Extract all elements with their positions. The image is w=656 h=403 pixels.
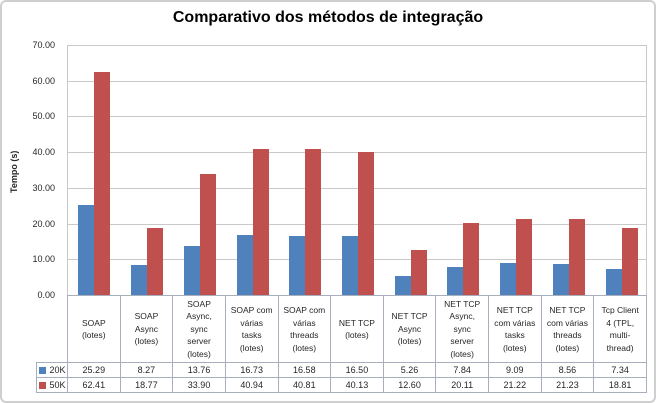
category-header: NET TCP Async (lotes) xyxy=(382,295,437,363)
table-value-cell: 9.09 xyxy=(488,362,542,378)
bar-50k xyxy=(568,219,585,295)
bar-20k xyxy=(131,265,148,295)
y-tick-label: 10.00 xyxy=(32,254,55,265)
table-value-cell: 62.41 xyxy=(67,377,121,393)
bar-20k xyxy=(552,264,569,295)
bar-20k xyxy=(78,204,95,295)
y-tick-label: 50.00 xyxy=(32,111,55,122)
table-value-cell: 7.84 xyxy=(435,362,489,378)
y-tick-label: 30.00 xyxy=(32,182,55,193)
category-header: SOAP (lotes) xyxy=(67,295,121,363)
bar-50k xyxy=(358,151,374,295)
table-value-cell: 40.13 xyxy=(330,377,384,393)
table-value-cell: 20.11 xyxy=(435,377,489,393)
table-value-cell: 25.29 xyxy=(67,362,121,378)
y-tick-label: 60.00 xyxy=(32,75,55,86)
category-header: Tcp Client 4 (TPL, multi- thread) xyxy=(593,295,647,363)
data-table: SOAP (lotes) SOAP Async (lotes) SOAP Async… xyxy=(36,295,647,393)
gridline xyxy=(68,152,646,154)
bar-20k xyxy=(289,235,306,295)
category-header: SOAP com várias threads (lotes) xyxy=(277,295,332,363)
category-header: SOAP com várias tasks (lotes) xyxy=(224,295,279,363)
bar-50k xyxy=(147,227,164,295)
y-tick-label: 40.00 xyxy=(32,147,55,158)
category-header: SOAP Async (lotes) xyxy=(119,295,174,363)
category-header: NET TCP com várias tasks (lotes) xyxy=(488,295,542,363)
bar-50k xyxy=(463,223,480,295)
table-value-cell: 18.77 xyxy=(119,377,174,393)
gridline xyxy=(68,45,646,46)
bar-50k xyxy=(94,72,111,295)
table-corner-blank xyxy=(37,296,68,363)
bar-50k xyxy=(199,173,216,295)
category-header: NET TCP (lotes) xyxy=(330,295,384,363)
bar-50k xyxy=(410,250,427,295)
y-tick-label: 20.00 xyxy=(32,218,55,229)
table-value-cell: 12.60 xyxy=(382,377,437,393)
table-value-cell: 7.34 xyxy=(593,362,647,378)
table-value-cell: 8.27 xyxy=(119,362,174,378)
table-value-cell: 21.22 xyxy=(488,377,542,393)
category-header: SOAP Async, sync server (lotes) xyxy=(172,295,226,363)
table-value-cell: 13.76 xyxy=(172,362,226,378)
bar-20k xyxy=(394,276,411,295)
table-value-cell: 5.26 xyxy=(382,362,437,378)
table-value-cell: 33.90 xyxy=(172,377,226,393)
table-value-cell: 18.81 xyxy=(593,377,647,393)
table-value-cell: 16.73 xyxy=(224,362,279,378)
table-value-cell: 40.81 xyxy=(277,377,332,393)
gridline xyxy=(68,223,646,225)
table-value-cell: 8.56 xyxy=(540,362,595,378)
y-tick-label: 70.00 xyxy=(32,40,55,50)
table-value-cell: 21.23 xyxy=(540,377,595,393)
bar-20k xyxy=(605,268,622,295)
gridline xyxy=(68,116,646,118)
bar-20k xyxy=(236,235,253,295)
table-value-cell: 16.58 xyxy=(277,362,332,378)
gridline xyxy=(68,187,646,189)
table-value-cell: 40.94 xyxy=(224,377,279,393)
bar-50k xyxy=(305,149,322,295)
bar-20k xyxy=(183,245,200,295)
y-tick-label: 0.00 xyxy=(37,290,55,300)
legend-swatch xyxy=(39,382,47,389)
table-value-cell: 16.50 xyxy=(330,362,384,378)
legend-key-20k: 20K xyxy=(36,362,68,378)
bar-20k xyxy=(447,267,464,295)
bar-50k xyxy=(252,148,269,295)
bar-50k xyxy=(621,227,638,295)
legend-key-50k: 50K xyxy=(36,377,68,393)
gridline xyxy=(68,80,646,82)
category-header: NET TCP com várias threads (lotes) xyxy=(540,295,595,363)
plot-area xyxy=(67,45,647,295)
legend-label: 20K xyxy=(49,365,66,375)
category-header: NET TCP Async, sync server (lotes) xyxy=(435,295,489,363)
bar-50k xyxy=(516,219,533,295)
legend-swatch xyxy=(39,367,47,374)
bar-20k xyxy=(342,236,358,295)
legend-label: 50K xyxy=(49,380,66,390)
bar-20k xyxy=(500,262,517,295)
chart-title: Comparativo dos métodos de integração xyxy=(172,9,484,26)
